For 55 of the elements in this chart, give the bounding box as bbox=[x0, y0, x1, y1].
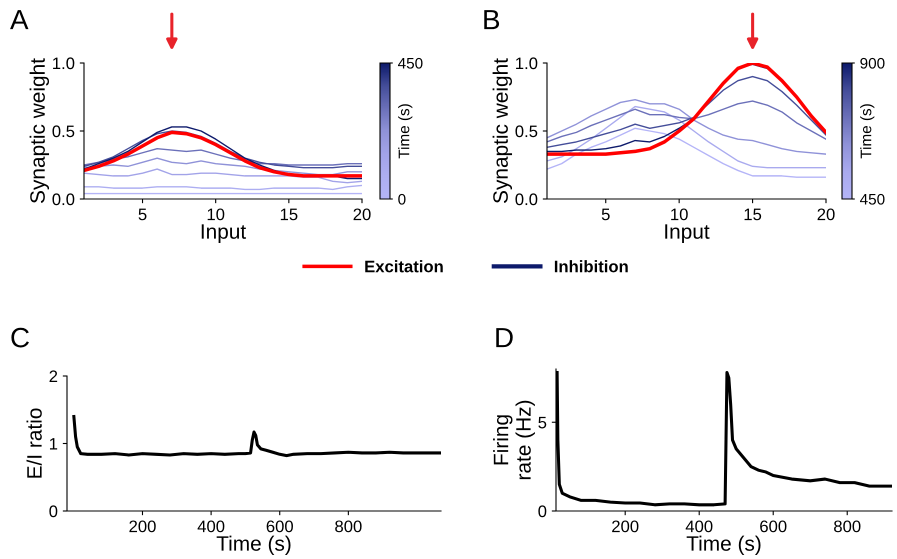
color-bar-title: Time (s) bbox=[860, 104, 874, 158]
x-tick-label: 10 bbox=[671, 208, 688, 220]
x-axis-title: Time (s) bbox=[216, 536, 291, 555]
line-series bbox=[547, 99, 826, 155]
line-series bbox=[84, 130, 362, 168]
x-tick-label: 600 bbox=[266, 520, 293, 532]
y-tick-label: 1.0 bbox=[516, 57, 538, 70]
y-tick-label: 1 bbox=[50, 438, 58, 450]
line-series bbox=[84, 168, 362, 184]
y-tick-label: 0 bbox=[49, 505, 58, 518]
line-series bbox=[556, 371, 892, 506]
text: A bbox=[10, 10, 28, 30]
legend-label: Inhibition bbox=[554, 260, 628, 272]
y-axis-title: Synaptic weight bbox=[492, 58, 512, 204]
x-tick-label: 10 bbox=[208, 208, 224, 220]
y-tick-label: 1.0 bbox=[53, 57, 74, 70]
color-bar-title: Time (s) bbox=[398, 104, 412, 158]
legend-label: Excitation bbox=[365, 260, 443, 272]
y-axis-title: E/I ratio bbox=[26, 408, 42, 478]
y-tick-label: 0.5 bbox=[515, 125, 538, 138]
text: B bbox=[484, 10, 500, 30]
y-axis-title: Synaptic weight bbox=[30, 58, 50, 204]
y-tick-label: 0.0 bbox=[52, 193, 74, 206]
line-series bbox=[547, 106, 826, 168]
x-tick-label: 5 bbox=[602, 208, 610, 220]
y-tick-label: 0.0 bbox=[515, 193, 538, 206]
x-tick-label: 200 bbox=[129, 520, 156, 532]
line-series bbox=[547, 76, 826, 148]
color-bar-label: 450 bbox=[860, 194, 885, 205]
x-axis-title: Input bbox=[665, 224, 710, 243]
x-tick-label: 800 bbox=[335, 520, 362, 532]
line-series bbox=[72, 414, 441, 458]
x-tick-label: 15 bbox=[280, 208, 298, 220]
text: D bbox=[496, 328, 513, 348]
y-tick-label: 2 bbox=[50, 370, 58, 382]
x-tick-label: 20 bbox=[354, 208, 371, 220]
y-axis-title: Firing rate (Hz) bbox=[493, 400, 535, 480]
x-tick-label: 200 bbox=[612, 520, 638, 532]
text: C bbox=[11, 328, 29, 348]
line-series bbox=[547, 128, 826, 178]
line-series bbox=[84, 148, 362, 166]
x-tick-label: 5 bbox=[138, 208, 146, 220]
x-tick-label: 400 bbox=[686, 520, 712, 532]
line-series bbox=[547, 100, 826, 143]
x-axis-title: Input bbox=[202, 224, 246, 243]
color-bar-label: 900 bbox=[860, 58, 885, 69]
x-tick-label: 800 bbox=[834, 520, 860, 532]
color-bar-label: 0 bbox=[398, 194, 406, 205]
x-tick-label: 400 bbox=[198, 520, 224, 532]
color-bar-label: 450 bbox=[398, 58, 423, 69]
x-tick-label: 15 bbox=[744, 208, 762, 220]
y-tick-label: 0.5 bbox=[52, 125, 74, 138]
x-tick-label: 600 bbox=[760, 520, 786, 532]
x-axis-title: Time (s) bbox=[686, 536, 761, 555]
x-tick-label: 20 bbox=[818, 208, 835, 220]
